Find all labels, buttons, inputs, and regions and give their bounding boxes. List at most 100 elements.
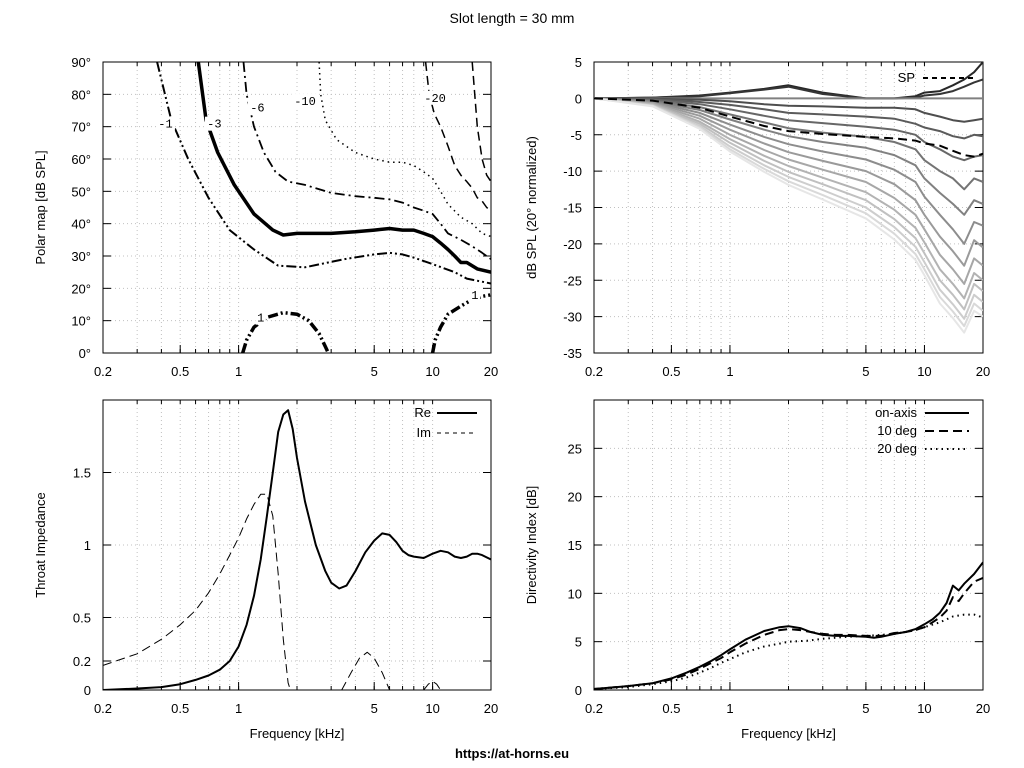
y-tick-label: 25 xyxy=(568,441,582,456)
angle-curve xyxy=(594,97,983,191)
imag-curve xyxy=(423,680,442,690)
y-tick-label: 1 xyxy=(84,538,91,553)
x-tick-label: 0.2 xyxy=(585,701,603,716)
contour-label: -20 xyxy=(424,92,446,106)
plot-area xyxy=(156,62,491,353)
x-tick-label: 0.5 xyxy=(171,364,189,379)
y-tick-label: -25 xyxy=(563,273,582,288)
plot-frame xyxy=(593,61,984,354)
x-tick-label: 0.2 xyxy=(94,701,112,716)
x-tick-label: 5 xyxy=(371,364,378,379)
plot-frame xyxy=(593,399,984,691)
y-tick-label: 0.2 xyxy=(73,654,91,669)
contour-label: -3 xyxy=(207,118,221,132)
angle-curve xyxy=(594,97,983,245)
x-tick-label: 0.5 xyxy=(171,701,189,716)
contour-label-bg xyxy=(421,90,449,105)
angle-curve xyxy=(594,97,983,162)
contour-label: 1 xyxy=(257,312,264,326)
contour-line xyxy=(196,62,491,274)
legend-label: on-axis xyxy=(875,405,917,420)
angle-curve xyxy=(594,97,983,140)
contour-label-bg xyxy=(291,94,319,109)
x-tick-label: 20 xyxy=(976,364,990,379)
x-tick-label: 0.2 xyxy=(585,364,603,379)
x-axis-label: Frequency [kHz] xyxy=(741,726,836,741)
x-tick-label: 10 xyxy=(917,364,931,379)
x-tick-label: 20 xyxy=(976,701,990,716)
y-axis-label: dB SPL (20° normalized) xyxy=(524,136,539,279)
y-axis-label: Polar map [dB SPL] xyxy=(33,150,48,264)
legend-label: Re xyxy=(414,405,431,420)
contour-line xyxy=(471,62,491,183)
legend-label: 20 deg xyxy=(877,441,917,456)
y-tick-label: 0° xyxy=(79,346,91,361)
angle-curve xyxy=(594,97,983,267)
figure-title: Slot length = 30 mm xyxy=(450,10,575,26)
y-tick-label: 1.5 xyxy=(73,466,91,481)
y-tick-label: 0 xyxy=(575,683,582,698)
y-tick-label: 0 xyxy=(575,91,582,106)
x-tick-label: 20 xyxy=(484,701,498,716)
x-tick-label: 0.5 xyxy=(662,701,680,716)
legend-label: SP xyxy=(898,70,915,85)
angle-curve xyxy=(594,97,983,285)
x-tick-label: 5 xyxy=(371,701,378,716)
y-tick-label: -10 xyxy=(563,164,582,179)
contour-label: -1 xyxy=(158,118,172,132)
y-tick-label: 10° xyxy=(71,314,91,329)
legend-label: 10 deg xyxy=(877,423,917,438)
x-tick-label: 0.2 xyxy=(94,364,112,379)
contour-label-bg xyxy=(204,116,224,131)
x-tick-label: 10 xyxy=(425,364,439,379)
y-tick-label: -30 xyxy=(563,310,582,325)
y-tick-label: 10 xyxy=(568,586,582,601)
imag-curve xyxy=(103,493,291,690)
y-tick-label: -20 xyxy=(563,237,582,252)
imag-curve xyxy=(341,651,391,690)
contour-label: 1 xyxy=(471,289,478,303)
y-tick-label: 0.5 xyxy=(73,611,91,626)
y-tick-label: 40° xyxy=(71,217,91,232)
contour-line xyxy=(430,293,491,353)
y-tick-label: 15 xyxy=(568,538,582,553)
contour-line xyxy=(156,62,491,285)
y-axis-label: Throat Impedance xyxy=(33,492,48,598)
plot-frame xyxy=(102,399,492,691)
x-tick-label: 10 xyxy=(425,701,439,716)
angle-curve xyxy=(594,97,983,320)
x-tick-label: 10 xyxy=(917,701,931,716)
x-tick-label: 5 xyxy=(862,364,869,379)
x-tick-label: 1 xyxy=(235,364,242,379)
plot-area xyxy=(103,409,491,690)
x-tick-label: 5 xyxy=(862,701,869,716)
sound-power-curve xyxy=(594,97,983,158)
y-axis-label: Directivity Index [dB] xyxy=(524,486,539,605)
y-tick-label: 5 xyxy=(575,55,582,70)
angle-curve xyxy=(594,97,983,311)
contour-label-bg xyxy=(248,100,267,115)
plot-area xyxy=(594,62,983,334)
real-curve xyxy=(103,409,491,690)
contour-label-bg xyxy=(156,116,175,131)
contour-line xyxy=(424,62,491,212)
legend-label: Im xyxy=(417,425,431,440)
y-tick-label: 5 xyxy=(575,635,582,650)
di-curve xyxy=(594,613,983,690)
plot-frame xyxy=(102,61,492,354)
x-tick-label: 1 xyxy=(726,364,733,379)
angle-curve xyxy=(594,97,983,334)
y-tick-label: 90° xyxy=(71,55,91,70)
angle-curve xyxy=(594,97,983,216)
x-tick-label: 20 xyxy=(484,364,498,379)
y-tick-label: 70° xyxy=(71,120,91,135)
y-tick-label: 80° xyxy=(71,87,91,102)
y-tick-label: -35 xyxy=(563,346,582,361)
polar-map-panel: 0.2 0.5 1 5 10 20 0° 10° 20° 30° 40° 50° 60° 70° 80° 90… xyxy=(33,55,498,379)
footer-url: https://at-horns.eu xyxy=(455,746,569,761)
x-tick-label: 0.5 xyxy=(662,364,680,379)
y-tick-label: 60° xyxy=(71,152,91,167)
contour-label: -6 xyxy=(250,102,264,116)
